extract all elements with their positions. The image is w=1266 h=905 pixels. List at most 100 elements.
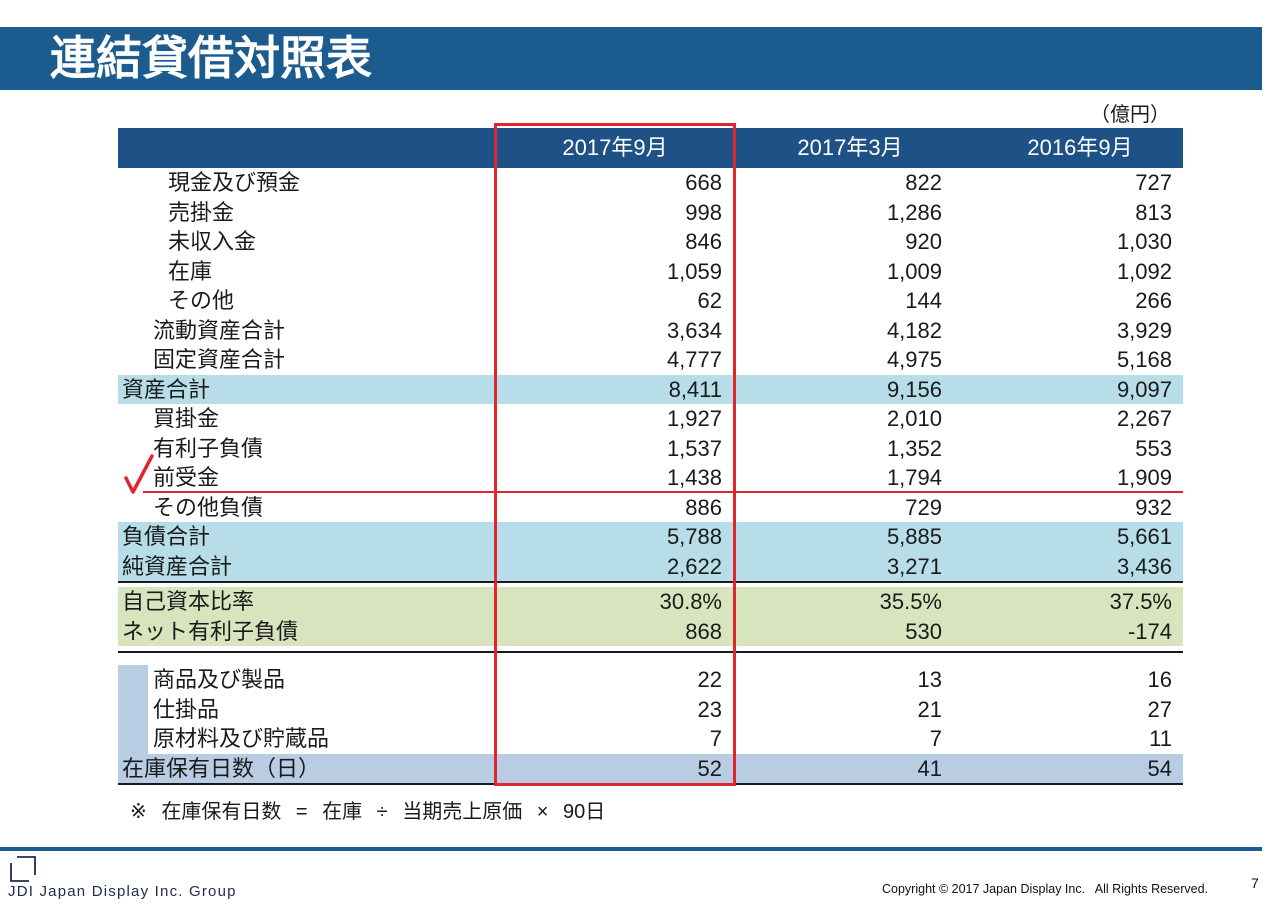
annotation-underline xyxy=(143,491,1183,493)
asset-item-row: 売掛金 998 1,286 813 xyxy=(118,198,1183,228)
row-label: 現金及び預金 xyxy=(168,170,301,195)
table-header-row: 2017年9月 2017年3月 2016年9月 xyxy=(118,128,1183,168)
value-cell: 1,092 xyxy=(1116,258,1172,284)
value-cell: 52 xyxy=(697,755,722,781)
row-label: 在庫保有日数（日） xyxy=(122,755,321,781)
asset-subtotal-row: 固定資産合計 4,777 4,975 5,168 xyxy=(118,345,1183,375)
checkmark-stroke xyxy=(124,454,154,494)
value-cell: 998 xyxy=(685,199,722,225)
value-cell: 3,271 xyxy=(886,553,942,579)
unit-label: （億円） xyxy=(1090,104,1170,126)
row-label: 商品及び製品 xyxy=(153,667,286,692)
value-cell: 668 xyxy=(685,170,722,195)
value-cell: 1,909 xyxy=(1116,465,1172,490)
row-label: 自己資本比率 xyxy=(122,589,255,614)
value-cell: 7 xyxy=(709,726,722,751)
row-label: 仕掛品 xyxy=(153,696,220,722)
value-cell: 23 xyxy=(697,696,722,722)
row-label: 負債合計 xyxy=(122,524,211,549)
asset-item-row: その他 62 144 266 xyxy=(118,286,1183,316)
inventory-items-group: 商品及び製品 22 13 16 仕掛品 23 21 27 原材料及び貯蔵品 7 7 11 xyxy=(118,665,1183,754)
value-cell: 2,267 xyxy=(1116,406,1172,431)
row-label: 有利子負債 xyxy=(153,435,264,461)
value-cell: 2,010 xyxy=(886,406,942,431)
liability-item-row: 買掛金 1,927 2,010 2,267 xyxy=(118,404,1183,434)
total-assets-group: 資産合計 8,411 9,156 9,097 xyxy=(118,374,1183,404)
total-row: 負債合計 5,788 5,885 5,661 xyxy=(118,522,1183,552)
value-cell: 553 xyxy=(1135,435,1172,461)
value-cell: 1,030 xyxy=(1116,229,1172,254)
value-cell: 11 xyxy=(1149,726,1172,751)
value-cell: 1,927 xyxy=(666,406,722,431)
inventory-item-row: 原材料及び貯蔵品 7 7 11 xyxy=(118,724,1183,754)
value-cell: 530 xyxy=(905,618,942,644)
column-header: 2016年9月 xyxy=(1027,135,1133,160)
row-label: その他負債 xyxy=(153,494,264,520)
value-cell: 21 xyxy=(917,696,942,722)
ratios-group: 自己資本比率 30.8% 35.5% 37.5% ネット有利子負債 868 530 -174 xyxy=(118,587,1183,646)
value-cell: 37.5% xyxy=(1109,589,1172,614)
checkmark-icon xyxy=(124,454,154,494)
row-label: 未収入金 xyxy=(168,229,257,254)
value-cell: 9,156 xyxy=(886,376,942,402)
value-cell: 16 xyxy=(1147,667,1172,692)
row-label: 原材料及び貯蔵品 xyxy=(153,726,330,751)
title-banner: 連結貸借対照表 xyxy=(0,27,1262,90)
liability-item-row: 有利子負債 1,537 1,352 553 xyxy=(118,434,1183,464)
inventory-days-row: 在庫保有日数（日） 52 41 54 xyxy=(118,753,1183,783)
totals-group: 負債合計 5,788 5,885 5,661 純資産合計 2,622 3,271 3,436 xyxy=(118,522,1183,581)
ratio-row: 自己資本比率 30.8% 35.5% 37.5% xyxy=(118,587,1183,617)
total-assets-row: 資産合計 8,411 9,156 9,097 xyxy=(118,374,1183,404)
inventory-bracket-strip xyxy=(118,665,148,754)
page-number: 7 xyxy=(1251,875,1259,891)
inventory-item-row: 商品及び製品 22 13 16 xyxy=(118,665,1183,695)
total-row: 純資産合計 2,622 3,271 3,436 xyxy=(118,551,1183,581)
value-cell: 54 xyxy=(1147,755,1172,781)
value-cell: 822 xyxy=(905,170,942,195)
row-label: 資産合計 xyxy=(122,376,211,402)
value-cell: 5,788 xyxy=(666,524,722,549)
value-cell: 1,352 xyxy=(886,435,942,461)
value-cell: 9,097 xyxy=(1116,376,1172,402)
logo-mark-lower xyxy=(10,863,29,882)
liability-item-row: その他負債 886 729 932 xyxy=(118,493,1183,523)
section-divider xyxy=(118,783,1183,785)
value-cell: 7 xyxy=(929,726,942,751)
asset-item-row: 在庫 1,059 1,009 1,092 xyxy=(118,257,1183,287)
row-label: その他 xyxy=(168,288,235,313)
value-cell: 1,059 xyxy=(666,258,722,284)
value-cell: 5,168 xyxy=(1116,347,1172,372)
jdi-logo-icon xyxy=(10,856,36,882)
row-label: 前受金 xyxy=(153,465,220,490)
section-divider xyxy=(118,581,1183,583)
value-cell: 13 xyxy=(917,667,942,692)
copyright-notice: Copyright © 2017 Japan Display Inc. All … xyxy=(882,882,1209,896)
row-label: 純資産合計 xyxy=(122,553,233,579)
asset-subtotals-group: 流動資産合計 3,634 4,182 3,929 固定資産合計 4,777 4,975 5,1… xyxy=(118,316,1183,375)
value-cell: 27 xyxy=(1147,696,1172,722)
inventory-days-group: 在庫保有日数（日） 52 41 54 xyxy=(118,753,1183,783)
value-cell: 35.5% xyxy=(879,589,942,614)
value-cell: 4,777 xyxy=(666,347,722,372)
row-label: 売掛金 xyxy=(168,199,235,225)
value-cell: 813 xyxy=(1135,199,1172,225)
value-cell: 144 xyxy=(905,288,942,313)
company-logo-text: JDI Japan Display Inc. Group xyxy=(8,883,237,900)
value-cell: 846 xyxy=(685,229,722,254)
row-label: 流動資産合計 xyxy=(153,317,286,343)
asset-item-row: 未収入金 846 920 1,030 xyxy=(118,227,1183,257)
value-cell: 1,286 xyxy=(886,199,942,225)
value-cell: 4,975 xyxy=(886,347,942,372)
row-label: 固定資産合計 xyxy=(153,347,286,372)
value-cell: 920 xyxy=(905,229,942,254)
balance-sheet-table: 2017年9月 2017年3月 2016年9月 現金及び預金 668 822 7 27 売… xyxy=(118,128,1183,785)
value-cell: 8,411 xyxy=(668,376,722,402)
liability-item-row: 前受金 1,438 1,794 1,909 xyxy=(118,463,1183,493)
value-cell: 22 xyxy=(697,667,722,692)
value-cell: 30.8% xyxy=(659,589,722,614)
value-cell: 932 xyxy=(1135,494,1172,520)
inventory-item-row: 仕掛品 23 21 27 xyxy=(118,695,1183,725)
value-cell: 3,929 xyxy=(1116,317,1172,343)
value-cell: 2,622 xyxy=(666,553,722,579)
asset-items-group: 現金及び預金 668 822 727 売掛金 998 1,286 813 未収入金 846 920 1… xyxy=(118,168,1183,316)
